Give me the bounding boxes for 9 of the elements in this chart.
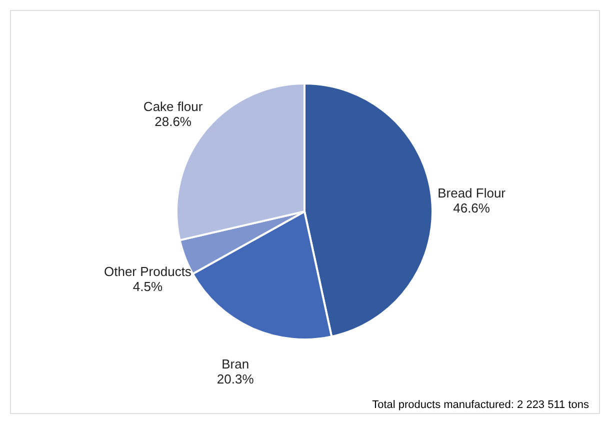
data-label: 4.5% (132, 278, 163, 294)
text: Total products manufactured: 2 223 511 tons (372, 399, 590, 411)
slice-label: Other Products (104, 264, 192, 279)
slice-label: Cake flour (143, 98, 204, 114)
data-label: 46.6% (453, 200, 490, 216)
slice-label: Bran (222, 356, 250, 372)
data-label: 20.3% (216, 372, 254, 387)
slice-label: Bread Flour (438, 186, 506, 201)
data-label: 28.6% (154, 114, 192, 129)
